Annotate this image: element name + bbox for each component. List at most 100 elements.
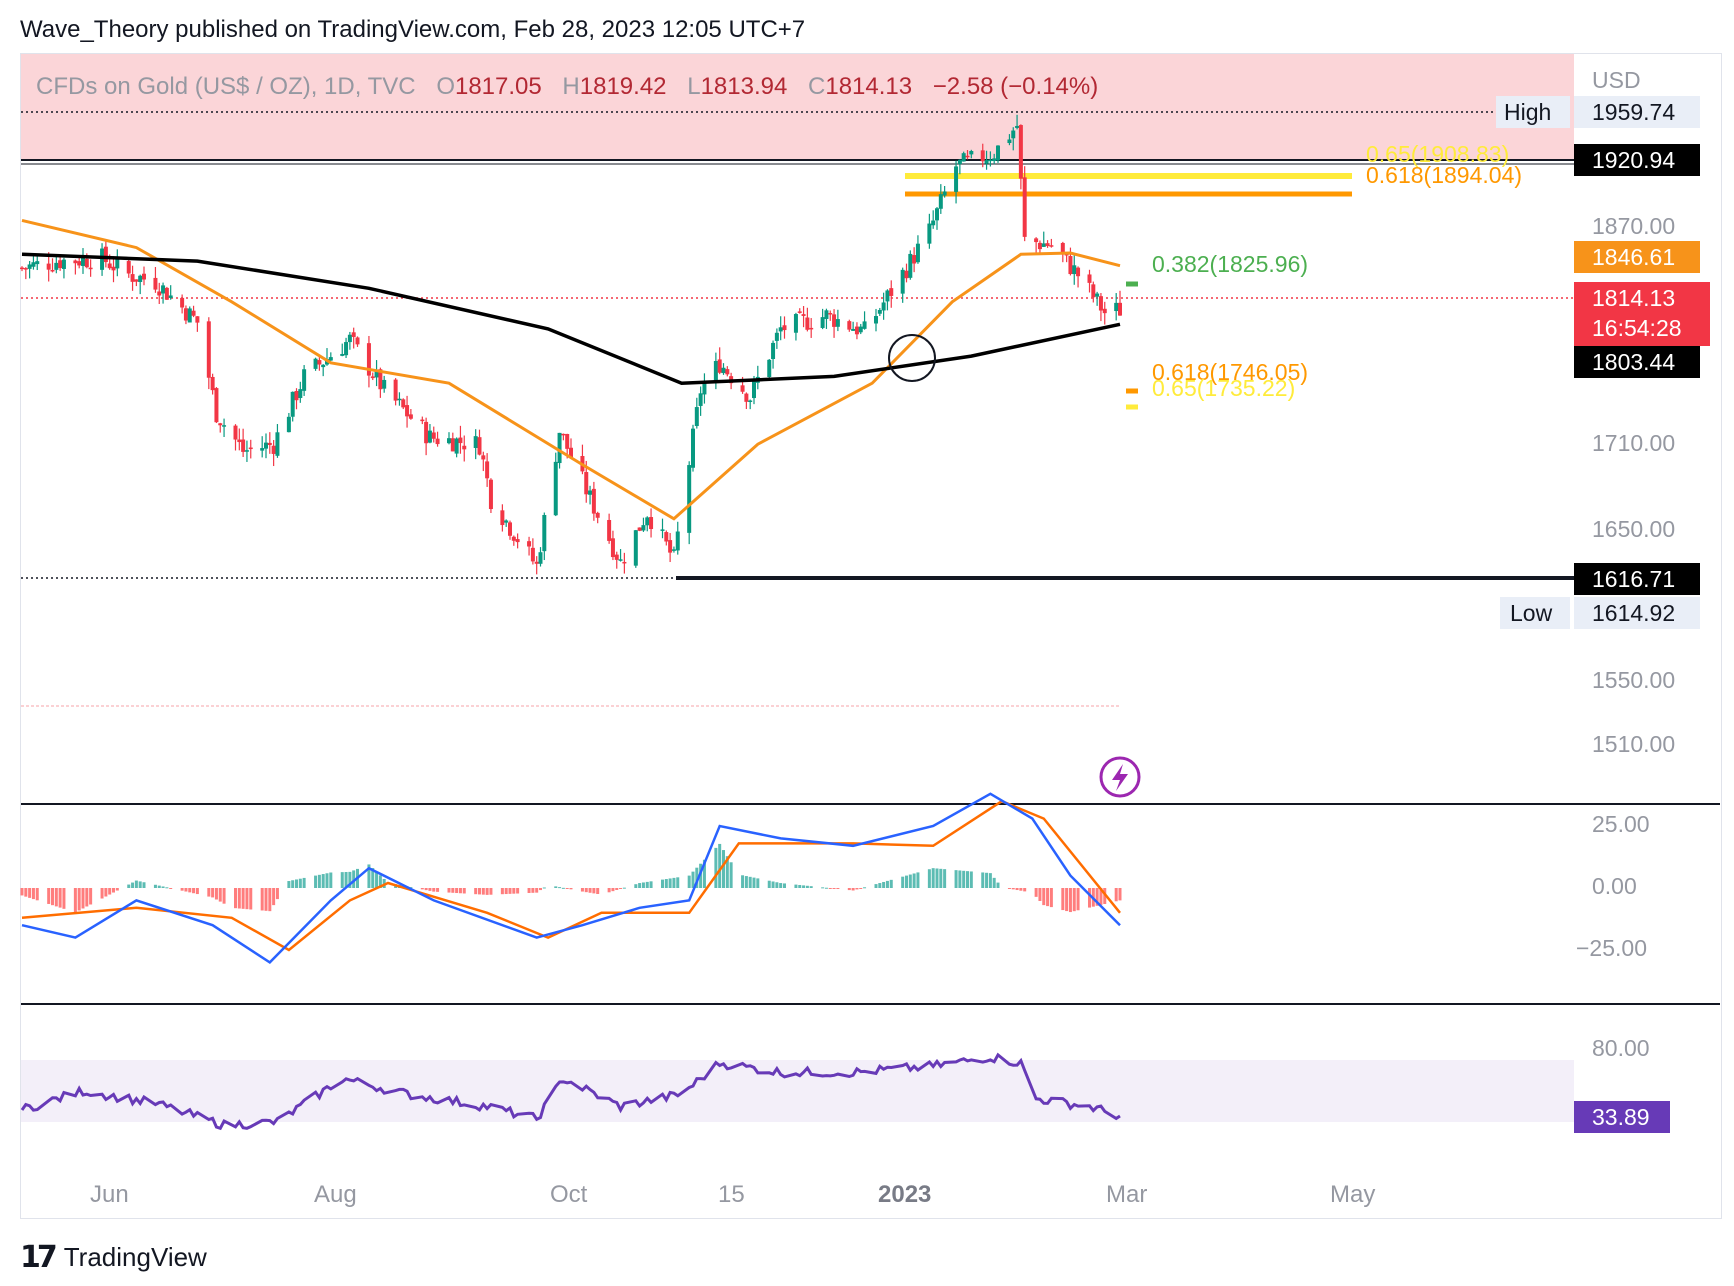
rsi-value: 33.89	[1592, 1104, 1650, 1130]
candle-body	[793, 314, 798, 333]
macd-histogram-bar	[672, 877, 676, 888]
candle-body	[824, 310, 829, 319]
candle-body	[595, 512, 600, 518]
candle-body	[100, 248, 105, 270]
macd-histogram-bar	[81, 888, 85, 909]
candle-body	[938, 194, 943, 209]
macd-histogram-bar	[1068, 888, 1072, 913]
macd-histogram-bar	[634, 884, 638, 888]
macd-histogram-bar	[1103, 888, 1107, 904]
macd-histogram-bar	[104, 888, 108, 897]
support-badge	[1574, 563, 1700, 595]
macd-histogram-bar	[687, 875, 691, 888]
candle-body	[931, 220, 936, 226]
macd-histogram-bar	[287, 881, 291, 888]
footer: 17 TradingView	[20, 1240, 207, 1275]
candles	[20, 114, 1122, 575]
candle-body	[164, 287, 169, 300]
ema50-line	[21, 218, 1121, 521]
macd-histogram-bar	[237, 888, 241, 909]
macd-histogram-bar	[184, 888, 188, 892]
macd-histogram-bar	[859, 888, 863, 889]
candle-body	[717, 359, 722, 373]
candle-body	[408, 414, 413, 419]
price-tick-1550: 1550.00	[1592, 667, 1675, 693]
tradingview-brand[interactable]: TradingView	[63, 1242, 207, 1272]
candle-body	[454, 438, 459, 454]
macd-histogram-bar	[592, 888, 596, 894]
candle-body	[130, 274, 135, 282]
candle-body	[1041, 243, 1046, 247]
candle-body	[264, 442, 268, 449]
candle-body	[1091, 284, 1096, 298]
macd-line	[21, 792, 1121, 965]
candle-body	[954, 166, 959, 192]
macd-histogram-bar	[108, 888, 112, 895]
candle-body	[889, 288, 894, 296]
macd-histogram-bar	[558, 887, 562, 889]
candle-body	[81, 257, 85, 266]
macd-histogram-bar	[420, 888, 424, 890]
ema200-value: 1803.44	[1592, 349, 1675, 375]
resistance-badge	[1574, 144, 1700, 176]
candle-body	[752, 380, 756, 399]
candle-body	[462, 445, 467, 450]
candle-body	[622, 561, 627, 564]
countdown-value: 16:54:28	[1592, 315, 1682, 341]
macd-histogram-bar	[1088, 888, 1091, 908]
macd-histogram-bar	[481, 888, 485, 895]
macd-histogram-bar	[62, 888, 66, 909]
macd-histogram-bar	[378, 875, 382, 888]
candle-body	[138, 275, 143, 283]
high-value-badge	[1574, 96, 1700, 128]
macd-histogram-bar	[218, 888, 222, 902]
macd-histogram-bar	[298, 878, 302, 888]
candle-body	[481, 455, 486, 460]
macd-histogram-bar	[798, 884, 802, 888]
price-tick-1710: 1710.00	[1592, 430, 1675, 456]
candle-body	[427, 430, 432, 443]
candle-body	[858, 326, 863, 333]
candle-body	[664, 532, 669, 542]
candle-body	[317, 360, 322, 365]
candle-body	[774, 332, 779, 341]
flash-icon[interactable]	[1099, 756, 1141, 798]
fib-label-lower-065: 0.65(1735.22)	[1152, 375, 1295, 401]
candle-body	[183, 308, 188, 321]
candle-body	[641, 525, 646, 531]
macd-histogram-bar	[153, 884, 157, 888]
high-label: High	[1504, 99, 1551, 125]
candle-body	[721, 367, 726, 374]
macd-histogram-bar	[85, 888, 89, 907]
tradingview-logo-icon[interactable]: 17	[20, 1240, 58, 1275]
candle-body	[271, 445, 276, 454]
macd-histogram-bar	[668, 878, 672, 888]
candle-body	[862, 321, 867, 329]
candle-body	[771, 342, 776, 359]
macd-histogram-bar	[966, 871, 969, 888]
candle-body	[538, 552, 543, 564]
macd-histogram-bar	[1007, 888, 1011, 889]
candle-body	[1037, 242, 1042, 250]
candle-body	[904, 270, 909, 279]
candle-body	[397, 398, 402, 401]
candle-body	[660, 529, 665, 531]
candle-body	[530, 547, 535, 562]
macd-histogram-bar	[664, 879, 668, 888]
ema200-badge	[1574, 346, 1700, 378]
macd-histogram-bar	[344, 872, 348, 888]
candle-body	[485, 461, 490, 479]
axis-currency: USD	[1592, 67, 1641, 93]
candle-body	[103, 246, 108, 263]
macd-histogram-bar	[649, 881, 653, 888]
candle-body	[294, 391, 299, 401]
macd-histogram-bar	[180, 888, 184, 891]
macd-histogram-bar	[695, 867, 699, 888]
candle-body	[847, 321, 852, 330]
macd-histogram-bar	[535, 888, 539, 893]
ema50-badge	[1574, 241, 1700, 273]
legend-change: −2.58 (−0.14%)	[933, 73, 1098, 100]
legend-open: 1817.05	[455, 73, 542, 100]
macd-histogram-bar	[775, 882, 779, 888]
